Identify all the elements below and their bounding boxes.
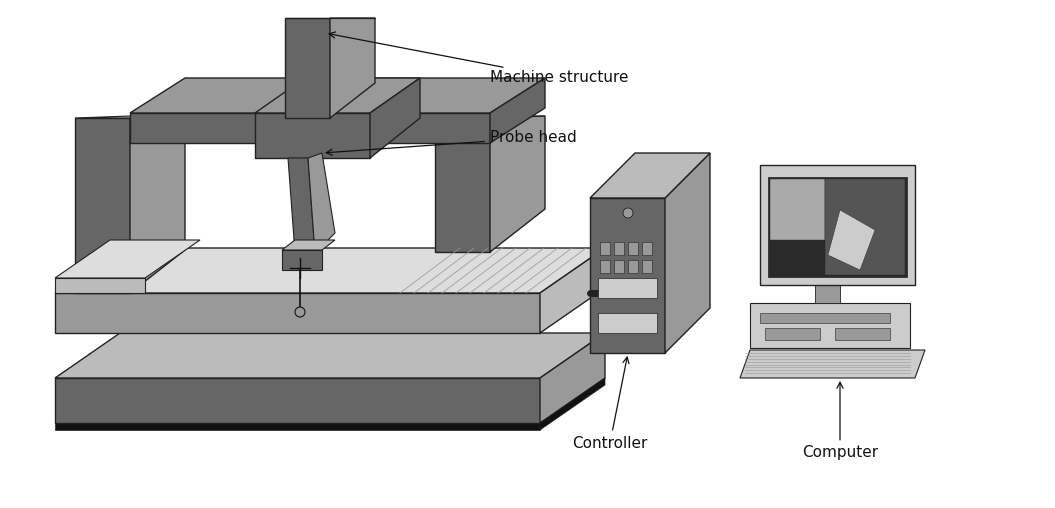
Polygon shape [55,240,200,278]
Polygon shape [435,116,545,118]
Text: Machine structure: Machine structure [329,32,629,85]
Polygon shape [130,113,490,143]
Bar [760,313,890,323]
Polygon shape [255,78,420,113]
Circle shape [624,208,633,218]
Polygon shape [55,248,605,293]
Polygon shape [55,423,540,430]
Polygon shape [760,165,915,285]
Polygon shape [285,18,330,118]
Bar [835,328,890,340]
Polygon shape [590,198,665,353]
Polygon shape [665,153,710,353]
Bar [642,260,652,273]
Polygon shape [540,248,605,333]
Polygon shape [816,285,840,303]
Circle shape [295,307,305,317]
Polygon shape [770,179,825,240]
Bar [600,242,610,255]
Polygon shape [330,18,375,118]
Polygon shape [435,118,490,252]
Polygon shape [282,240,335,250]
Polygon shape [740,350,925,378]
Bar [628,242,638,255]
Polygon shape [828,210,875,270]
Polygon shape [750,303,910,348]
Polygon shape [768,177,907,277]
Polygon shape [55,333,605,378]
Bar [598,313,657,333]
Bar [614,242,624,255]
Polygon shape [55,378,540,423]
Polygon shape [490,78,545,143]
Polygon shape [370,78,420,158]
Bar [600,260,610,273]
Bar [598,278,657,298]
Polygon shape [825,179,905,275]
Bar [628,260,638,273]
Polygon shape [282,250,322,270]
Polygon shape [590,153,710,198]
Polygon shape [540,333,605,423]
Polygon shape [130,116,185,293]
Text: Computer: Computer [802,382,878,460]
Bar [614,260,624,273]
Polygon shape [75,116,185,118]
Text: Probe head: Probe head [326,131,577,155]
Polygon shape [490,116,545,252]
Polygon shape [75,118,130,293]
Polygon shape [130,78,545,113]
Text: Controller: Controller [572,357,648,451]
Polygon shape [308,153,335,253]
Polygon shape [55,278,145,293]
Bar [765,328,820,340]
Bar [642,242,652,255]
Polygon shape [288,158,315,253]
Polygon shape [540,378,605,430]
Polygon shape [255,113,370,158]
Polygon shape [55,293,540,333]
